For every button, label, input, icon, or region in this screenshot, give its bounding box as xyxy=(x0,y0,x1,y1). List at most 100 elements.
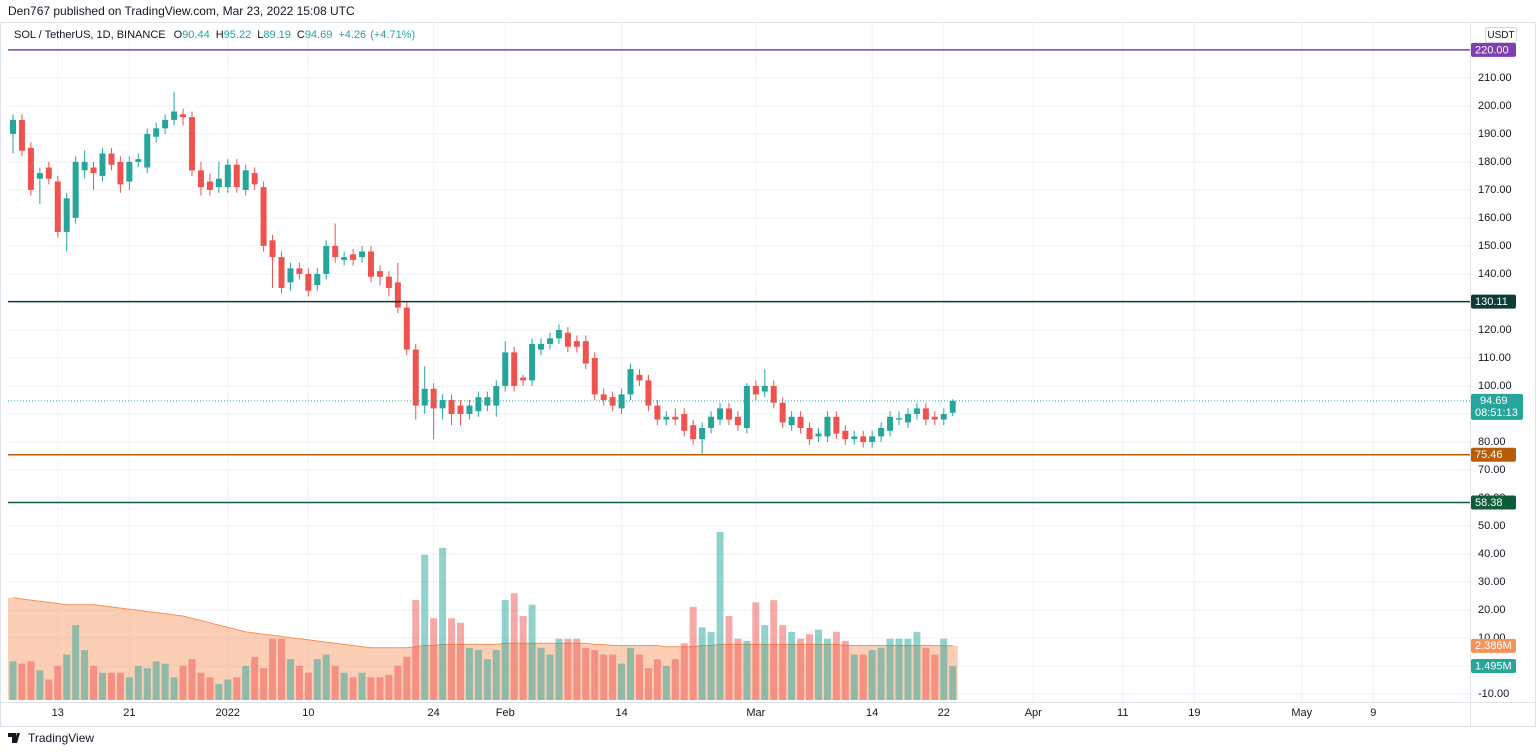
brand-name: TradingView xyxy=(28,731,94,745)
candle-body xyxy=(815,433,822,437)
volume-bar xyxy=(877,647,885,700)
ma-label-box xyxy=(1471,638,1516,653)
candle-body xyxy=(36,173,43,179)
volume-bar xyxy=(707,631,715,700)
candle-body xyxy=(627,369,634,395)
candle-body xyxy=(708,416,715,428)
level-label: 75.46 xyxy=(1475,449,1503,461)
volume-bar xyxy=(313,659,321,700)
candle-body xyxy=(824,416,831,437)
candle-body xyxy=(269,240,276,258)
candle-body xyxy=(63,198,70,232)
candle-body xyxy=(287,268,294,283)
volume-bar xyxy=(716,532,724,700)
candles-layer xyxy=(10,91,956,455)
candle-body xyxy=(663,416,670,420)
level-label: 58.38 xyxy=(1475,497,1503,509)
volume-bar xyxy=(761,625,769,700)
candle-body xyxy=(457,405,464,414)
candle-body xyxy=(171,111,178,120)
volume-bar xyxy=(609,654,617,700)
candle-body xyxy=(180,114,187,118)
volume-bar xyxy=(116,672,124,700)
y-tick-label: 200.00 xyxy=(1478,100,1512,112)
candle-body xyxy=(197,170,204,188)
volume-bar xyxy=(161,663,169,700)
candle-body xyxy=(690,425,697,440)
x-tick-label: 2022 xyxy=(216,707,240,719)
candle-body xyxy=(117,161,124,185)
legend: SOL / TetherUS, 1D, BINANCE O90.44 H95.22 L… xyxy=(14,29,415,41)
level-label: 220.00 xyxy=(1475,44,1509,56)
volume-bar xyxy=(403,656,411,700)
y-tick-label: 80.00 xyxy=(1478,436,1506,448)
volume-bar xyxy=(295,665,303,700)
close-label: C xyxy=(297,29,305,41)
x-tick-label: 24 xyxy=(428,707,440,719)
y-tick-label: 70.00 xyxy=(1478,464,1506,476)
candle-body xyxy=(654,405,661,420)
candle-body xyxy=(555,329,562,339)
x-tick-label: 11 xyxy=(1117,707,1128,719)
volume-bar xyxy=(859,654,867,700)
candle-body xyxy=(833,416,840,434)
volume-bar xyxy=(591,650,599,700)
chart-frame xyxy=(0,22,1536,727)
volume-bar xyxy=(81,650,89,700)
volume-tick-label: -10.00 xyxy=(1478,688,1509,700)
candle-body xyxy=(887,416,894,431)
volume-bar xyxy=(519,616,527,700)
candle-body xyxy=(761,385,768,392)
volume-bar xyxy=(134,665,142,700)
level-label-box xyxy=(1471,294,1516,309)
x-tick-label: 14 xyxy=(866,707,878,719)
level-label-box xyxy=(1471,42,1516,57)
candle-body xyxy=(18,119,25,151)
volume-bar xyxy=(322,654,330,700)
volume-tick-label: 30.00 xyxy=(1478,576,1506,588)
candle-body xyxy=(448,399,455,414)
volume-bar xyxy=(242,665,250,700)
candle-body xyxy=(45,167,52,179)
candle-body xyxy=(54,181,61,232)
candle-body xyxy=(233,164,240,188)
candle-body xyxy=(81,161,88,171)
open-label: O xyxy=(174,29,183,41)
x-tick-label: Mar xyxy=(746,707,765,719)
volume-bar xyxy=(251,656,259,700)
volume-layer xyxy=(8,532,958,700)
volume-bar xyxy=(492,650,500,700)
volume-bar xyxy=(107,672,115,700)
candle-body xyxy=(10,119,17,134)
currency-box[interactable] xyxy=(1485,27,1517,43)
candle-body xyxy=(725,408,732,420)
candle-body xyxy=(869,436,876,442)
candle-body xyxy=(251,173,258,185)
volume-label-box xyxy=(1471,659,1516,674)
volume-bar xyxy=(788,631,796,700)
candle-body xyxy=(797,416,804,428)
volume-bar xyxy=(385,675,393,700)
candle-body xyxy=(27,147,34,190)
y-tick-label: 160.00 xyxy=(1478,212,1512,224)
candle-body xyxy=(842,430,849,440)
volume-bar xyxy=(841,640,849,700)
candle-body xyxy=(573,341,580,347)
open-value: 90.44 xyxy=(182,29,210,41)
x-tick-label: 14 xyxy=(615,707,627,719)
volume-bar xyxy=(662,665,670,700)
volume-bar xyxy=(573,638,581,700)
candle-body xyxy=(412,349,419,406)
x-tick-label: 19 xyxy=(1188,707,1200,719)
grid: 132120221024Feb14Mar1422Apr1119May960.00… xyxy=(8,23,1512,719)
candle-body xyxy=(788,416,795,426)
candle-body xyxy=(743,385,750,428)
volume-bar xyxy=(224,679,232,700)
currency[interactable]: USDT xyxy=(1487,30,1514,41)
candle-body xyxy=(940,413,947,420)
volume-bar xyxy=(770,600,778,700)
volume-bar xyxy=(233,677,241,700)
candle-body xyxy=(323,245,330,274)
y-tick-label: 120.00 xyxy=(1478,324,1512,336)
level-label-box xyxy=(1471,495,1516,510)
